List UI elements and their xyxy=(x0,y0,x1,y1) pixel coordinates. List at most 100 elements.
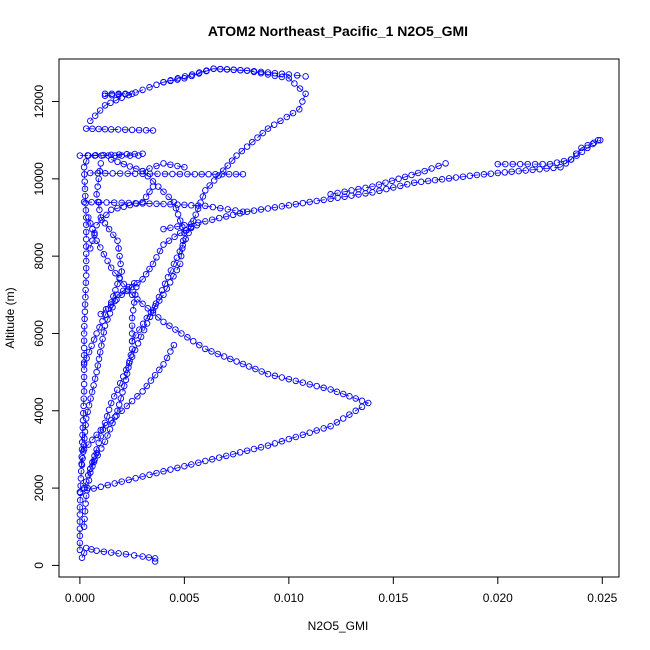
data-point xyxy=(85,214,92,221)
data-point xyxy=(89,462,96,470)
y-tick-label: 6000 xyxy=(32,320,46,347)
data-point xyxy=(125,283,132,291)
data-point xyxy=(452,174,460,181)
data-point xyxy=(80,344,88,352)
data-point xyxy=(166,279,174,286)
data-point xyxy=(76,532,84,540)
data-point xyxy=(228,157,236,164)
flight-track xyxy=(80,198,247,215)
data-point xyxy=(146,165,153,172)
data-point xyxy=(181,163,188,171)
data-point xyxy=(106,426,114,433)
data-point xyxy=(118,268,125,275)
data-point xyxy=(293,72,301,79)
data-point xyxy=(264,370,272,378)
data-point xyxy=(243,67,251,74)
data-point xyxy=(410,179,418,186)
flight-track xyxy=(97,221,201,318)
data-point xyxy=(126,358,133,365)
data-point xyxy=(163,285,171,292)
data-point xyxy=(111,413,119,421)
data-point xyxy=(245,363,253,370)
data-point xyxy=(428,165,435,172)
data-point xyxy=(121,126,129,133)
data-point xyxy=(82,214,90,221)
data-point xyxy=(170,260,178,268)
data-point xyxy=(81,428,89,436)
data-point xyxy=(341,193,348,200)
data-point xyxy=(160,225,167,233)
data-point xyxy=(145,554,153,561)
x-tick-label: 0.025 xyxy=(587,591,617,605)
data-point xyxy=(239,360,247,368)
data-point xyxy=(250,67,258,75)
data-point xyxy=(459,173,467,180)
data-point xyxy=(494,169,502,177)
y-axis: 0 2000 4000 6000 8000 10000 12000 xyxy=(32,85,60,569)
data-point xyxy=(80,380,88,388)
data-point xyxy=(132,332,140,339)
data-point xyxy=(346,393,353,400)
data-point xyxy=(88,198,95,206)
data-point xyxy=(578,144,585,152)
data-point xyxy=(239,170,247,178)
data-point xyxy=(130,552,138,559)
data-point xyxy=(80,395,88,402)
data-point xyxy=(76,152,84,159)
data-point xyxy=(217,204,224,212)
data-point xyxy=(147,308,155,316)
data-point xyxy=(230,66,237,74)
data-point xyxy=(174,223,181,230)
data-point xyxy=(91,229,98,237)
data-point xyxy=(285,375,293,383)
data-point xyxy=(132,89,139,96)
data-point xyxy=(291,80,298,87)
data-point xyxy=(82,257,90,265)
data-point xyxy=(278,438,286,445)
data-point xyxy=(81,178,88,185)
data-point xyxy=(524,160,531,168)
data-point xyxy=(130,299,138,306)
flight-track xyxy=(78,544,159,565)
data-point xyxy=(188,202,195,209)
data-point xyxy=(79,455,86,462)
series-layer xyxy=(76,65,604,565)
data-point xyxy=(96,206,103,214)
data-point xyxy=(146,265,153,273)
data-point xyxy=(160,318,167,326)
data-point xyxy=(184,170,191,178)
data-point xyxy=(146,200,153,207)
data-point xyxy=(192,211,199,218)
data-point xyxy=(91,375,99,382)
data-point xyxy=(177,252,185,260)
track-line xyxy=(81,547,156,562)
data-point xyxy=(149,307,157,314)
data-point xyxy=(80,163,88,171)
data-point xyxy=(122,91,129,98)
data-point xyxy=(90,336,98,343)
flight-track xyxy=(107,156,188,345)
data-point xyxy=(89,237,96,244)
data-point xyxy=(169,170,176,178)
data-point xyxy=(257,206,265,213)
data-point xyxy=(115,550,122,557)
data-point xyxy=(119,287,127,295)
track-line xyxy=(497,139,601,165)
data-point xyxy=(95,125,102,133)
data-point xyxy=(80,330,88,337)
data-point xyxy=(85,402,93,409)
data-point xyxy=(109,303,116,311)
data-point xyxy=(176,229,184,237)
data-point xyxy=(299,379,307,386)
data-point xyxy=(111,480,118,487)
flight-track xyxy=(80,341,178,453)
data-point xyxy=(278,374,286,381)
data-point xyxy=(93,450,100,457)
data-point xyxy=(302,73,309,80)
data-point xyxy=(143,314,151,322)
data-point xyxy=(179,245,186,252)
data-point xyxy=(283,113,291,121)
data-point xyxy=(80,409,87,417)
data-point xyxy=(131,170,139,177)
data-point xyxy=(146,84,153,91)
